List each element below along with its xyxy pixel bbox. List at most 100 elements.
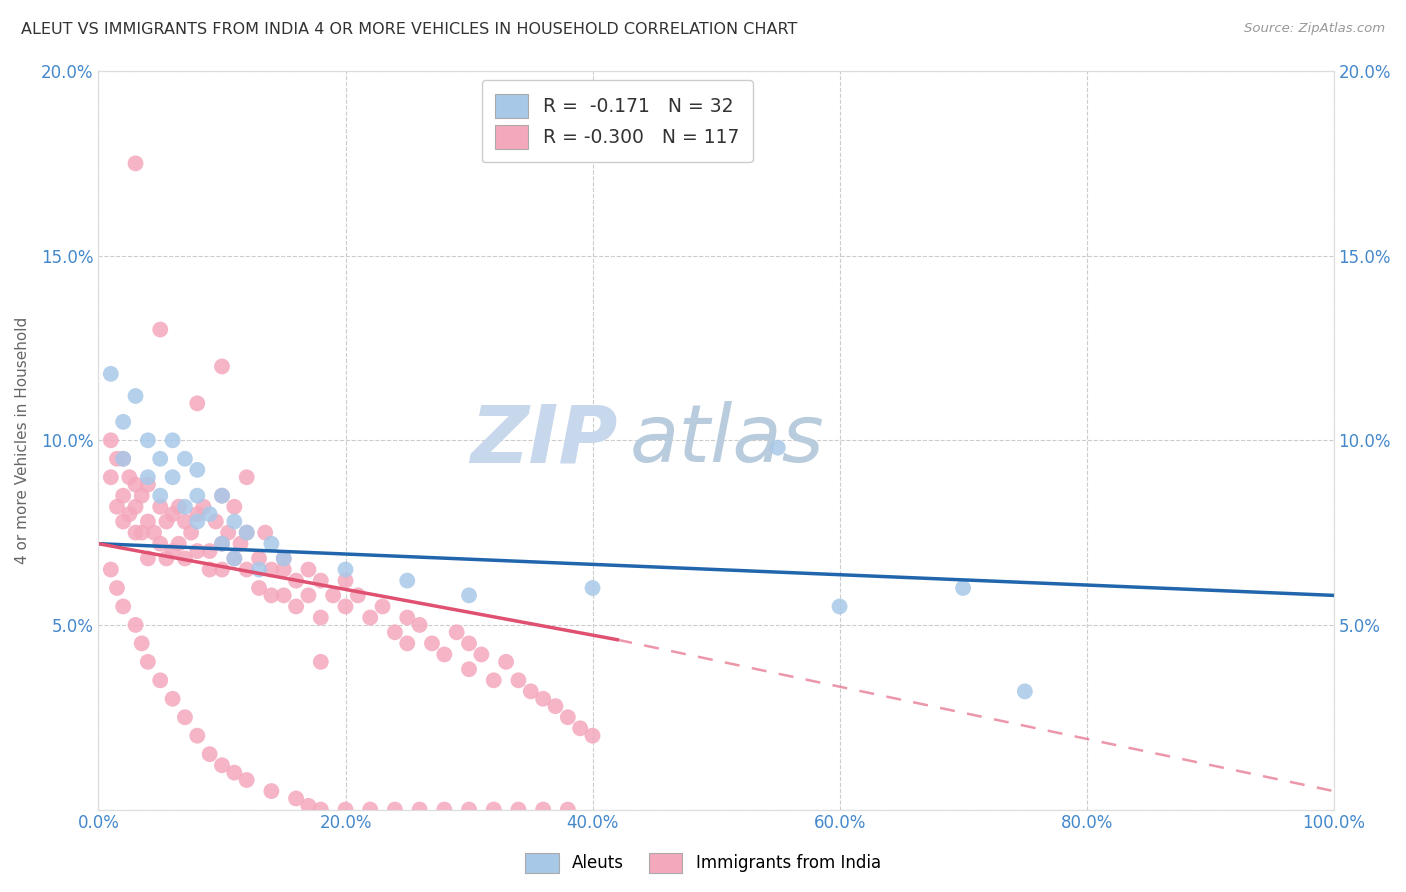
Point	[458, 662, 481, 676]
Point	[446, 625, 468, 640]
Point	[186, 544, 208, 558]
Point	[211, 537, 233, 551]
Point	[131, 525, 153, 540]
Point	[112, 489, 135, 503]
Point	[235, 470, 257, 484]
Point	[112, 599, 135, 614]
Point	[309, 803, 332, 817]
Point	[273, 588, 295, 602]
Point	[124, 525, 146, 540]
Point	[408, 618, 430, 632]
Point	[167, 537, 190, 551]
Point	[235, 562, 257, 576]
Point	[508, 673, 530, 688]
Point	[531, 691, 554, 706]
Point	[335, 574, 357, 588]
Point	[335, 562, 357, 576]
Point	[420, 636, 443, 650]
Point	[396, 574, 419, 588]
Y-axis label: 4 or more Vehicles in Household: 4 or more Vehicles in Household	[15, 317, 30, 564]
Point	[482, 673, 505, 688]
Text: ALEUT VS IMMIGRANTS FROM INDIA 4 OR MORE VEHICLES IN HOUSEHOLD CORRELATION CHART: ALEUT VS IMMIGRANTS FROM INDIA 4 OR MORE…	[21, 22, 797, 37]
Point	[557, 803, 579, 817]
Point	[309, 655, 332, 669]
Point	[174, 451, 197, 466]
Point	[408, 803, 430, 817]
Legend: R =  -0.171   N = 32, R = -0.300   N = 117: R = -0.171 N = 32, R = -0.300 N = 117	[481, 80, 754, 162]
Point	[581, 581, 603, 595]
Point	[224, 551, 246, 566]
Point	[100, 434, 122, 448]
Point	[186, 515, 208, 529]
Point	[458, 636, 481, 650]
Point	[155, 515, 177, 529]
Point	[143, 525, 166, 540]
Point	[162, 691, 184, 706]
Point	[569, 721, 592, 735]
Point	[273, 551, 295, 566]
Point	[162, 470, 184, 484]
Point	[285, 574, 308, 588]
Point	[136, 655, 159, 669]
Point	[254, 525, 277, 540]
Point	[131, 636, 153, 650]
Point	[247, 551, 270, 566]
Point	[309, 610, 332, 624]
Point	[186, 507, 208, 521]
Text: atlas: atlas	[630, 401, 824, 479]
Point	[198, 562, 221, 576]
Point	[359, 610, 381, 624]
Text: Source: ZipAtlas.com: Source: ZipAtlas.com	[1244, 22, 1385, 36]
Point	[136, 551, 159, 566]
Point	[124, 389, 146, 403]
Point	[359, 803, 381, 817]
Point	[193, 500, 215, 514]
Point	[458, 803, 481, 817]
Point	[118, 507, 141, 521]
Point	[211, 537, 233, 551]
Point	[105, 500, 128, 514]
Point	[297, 562, 319, 576]
Point	[186, 729, 208, 743]
Point	[211, 359, 233, 374]
Point	[186, 396, 208, 410]
Point	[124, 618, 146, 632]
Point	[952, 581, 974, 595]
Point	[495, 655, 517, 669]
Point	[105, 451, 128, 466]
Point	[100, 470, 122, 484]
Point	[273, 551, 295, 566]
Point	[112, 415, 135, 429]
Point	[224, 500, 246, 514]
Point	[204, 515, 226, 529]
Point	[285, 599, 308, 614]
Point	[224, 765, 246, 780]
Point	[162, 544, 184, 558]
Point	[1014, 684, 1036, 698]
Point	[174, 515, 197, 529]
Point	[433, 648, 456, 662]
Point	[118, 470, 141, 484]
Point	[384, 625, 406, 640]
Point	[335, 599, 357, 614]
Point	[136, 515, 159, 529]
Point	[112, 451, 135, 466]
Point	[224, 551, 246, 566]
Point	[136, 470, 159, 484]
Point	[396, 636, 419, 650]
Point	[198, 507, 221, 521]
Point	[273, 562, 295, 576]
Point	[198, 544, 221, 558]
Text: ZIP: ZIP	[470, 401, 617, 479]
Point	[186, 489, 208, 503]
Point	[136, 477, 159, 491]
Point	[124, 500, 146, 514]
Point	[211, 489, 233, 503]
Point	[155, 551, 177, 566]
Point	[180, 525, 202, 540]
Point	[285, 791, 308, 805]
Point	[149, 322, 172, 336]
Point	[100, 367, 122, 381]
Point	[124, 477, 146, 491]
Point	[136, 434, 159, 448]
